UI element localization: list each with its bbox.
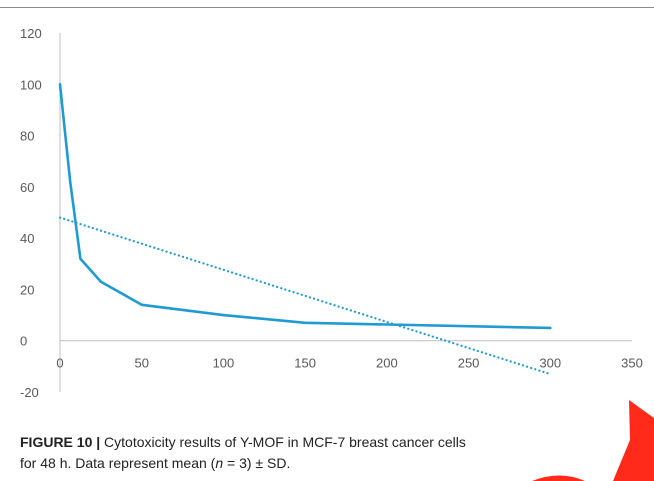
trendline-dotted [58, 216, 552, 376]
caption-line2-prefix: for 48 h. Data represent mean ( [20, 455, 216, 471]
y-tick-label: 0 [20, 334, 27, 349]
series-layer [58, 83, 552, 376]
y-tick-label: 80 [20, 129, 34, 144]
x-tick-label: 350 [621, 356, 643, 371]
figure-label: FIGURE 10 [20, 434, 93, 450]
y-tick-label: -20 [20, 385, 39, 400]
caption-line1: Cytotoxicity results of Y-MOF in MCF-7 b… [100, 434, 466, 450]
y-tick-label: 120 [20, 26, 42, 41]
series-line-solid [58, 83, 552, 330]
caption-n-symbol: n [215, 455, 224, 471]
caption-separator: | [96, 434, 101, 450]
figure-caption: FIGURE 10 | Cytotoxicity results of Y-MO… [20, 432, 620, 474]
y-tick-label: 20 [20, 282, 34, 297]
y-tick-labels: 120 100 80 60 40 20 0 -20 [20, 26, 42, 400]
red-partial-shape [532, 475, 585, 481]
y-tick-label: 60 [20, 180, 34, 195]
x-tick-label: 0 [56, 356, 63, 371]
x-tick-labels: 0 50 100 150 200 250 300 350 [56, 356, 642, 371]
x-tick-label: 150 [294, 356, 316, 371]
x-tick-label: 300 [539, 356, 561, 371]
x-tick-label: 100 [213, 356, 235, 371]
x-tick-label: 250 [458, 356, 480, 371]
x-tick-label: 200 [376, 356, 398, 371]
top-divider [0, 7, 654, 8]
red-arrow-shape [613, 400, 654, 481]
y-tick-label: 40 [20, 231, 34, 246]
x-tick-label: 50 [134, 356, 148, 371]
y-tick-label: 100 [20, 77, 42, 92]
caption-line2-suffix: = 3) ± SD. [223, 455, 291, 471]
